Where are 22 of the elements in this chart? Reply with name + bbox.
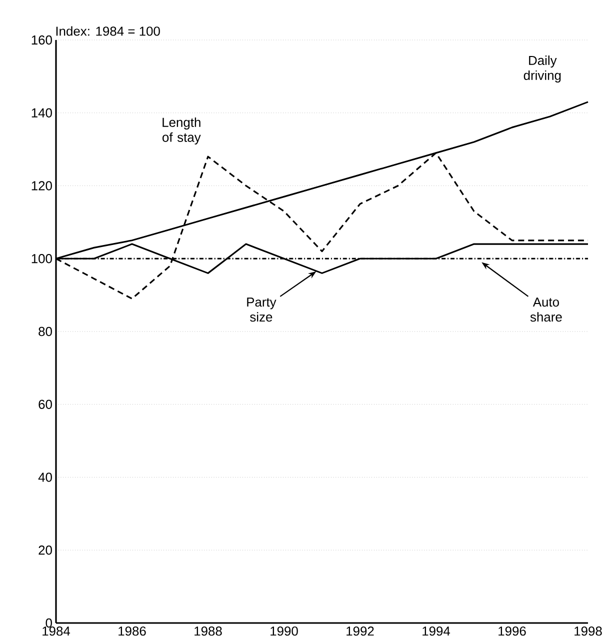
x-tick-label: 1994 <box>422 626 450 636</box>
y-axis-title: Index: 1984 = 100 <box>56 26 160 36</box>
text: Auto share <box>530 298 562 322</box>
text: Party size <box>247 298 276 322</box>
x-tick-label: 1998 <box>574 626 602 636</box>
y-tick-label: 40 <box>38 472 52 482</box>
y-tick-label: 120 <box>32 181 52 190</box>
x-tick-label: 1996 <box>498 626 526 636</box>
y-tick-label: 80 <box>38 326 52 336</box>
y-tick-label: 0 <box>46 618 52 628</box>
series-label: Length of stay <box>162 117 201 144</box>
x-tick-label: 1990 <box>270 626 298 636</box>
y-tick-label: 140 <box>32 108 52 118</box>
x-tick-label: 1986 <box>118 626 146 636</box>
y-tick-label: 160 <box>32 35 52 45</box>
y-tick-label: 100 <box>32 254 52 264</box>
x-tick-label: 1988 <box>194 626 222 636</box>
y-tick-label: 60 <box>38 400 52 409</box>
y-tick-label: 20 <box>38 546 52 555</box>
text: Daily driving <box>524 56 561 83</box>
x-tick-label: 1984 <box>42 626 70 636</box>
x-tick-label: 1992 <box>346 626 374 636</box>
